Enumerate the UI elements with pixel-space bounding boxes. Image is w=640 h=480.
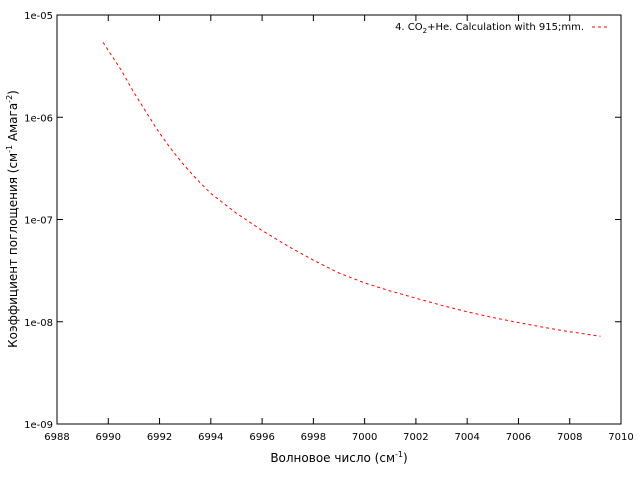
x-tick-label: 7006	[506, 432, 531, 443]
x-tick-label: 6992	[147, 432, 172, 443]
y-tick-label: 1e-07	[24, 216, 53, 227]
legend-label: 4. CO2+He. Calculation with 915;mm.	[395, 22, 584, 35]
x-tick-label: 7008	[557, 432, 582, 443]
y-tick-label: 1e-06	[24, 113, 53, 124]
series-line	[102, 42, 601, 337]
x-tick-label: 7000	[352, 432, 377, 443]
plot-area	[56, 14, 622, 425]
x-tick-label: 6996	[249, 432, 274, 443]
x-axis-title: Волновое число (см-1)	[270, 450, 407, 465]
y-tick-label: 1e-09	[24, 420, 53, 431]
y-axis-title: Коэффициент поглощения (см-1 Амага-2)	[5, 90, 20, 348]
y-tick-label: 1e-05	[24, 11, 53, 22]
x-tick-label: 6990	[96, 432, 121, 443]
y-axis-ticks: 1e-09 1e-08 1e-07 1e-06 1e-05	[24, 11, 621, 431]
x-axis-ticks: 6988 6990 6992 6994 6996 6998 7000 7002 7004 7006…	[44, 15, 634, 443]
y-tick-label: 1e-08	[24, 318, 53, 329]
x-tick-label: 7004	[454, 432, 479, 443]
x-tick-label: 7010	[608, 432, 633, 443]
x-tick-label: 6988	[44, 432, 69, 443]
x-tick-label: 6994	[198, 432, 223, 443]
x-tick-label: 6998	[301, 432, 326, 443]
x-tick-label: 7002	[403, 432, 428, 443]
legend: 4. CO2+He. Calculation with 915;mm.	[395, 22, 610, 35]
series-group	[102, 42, 601, 337]
